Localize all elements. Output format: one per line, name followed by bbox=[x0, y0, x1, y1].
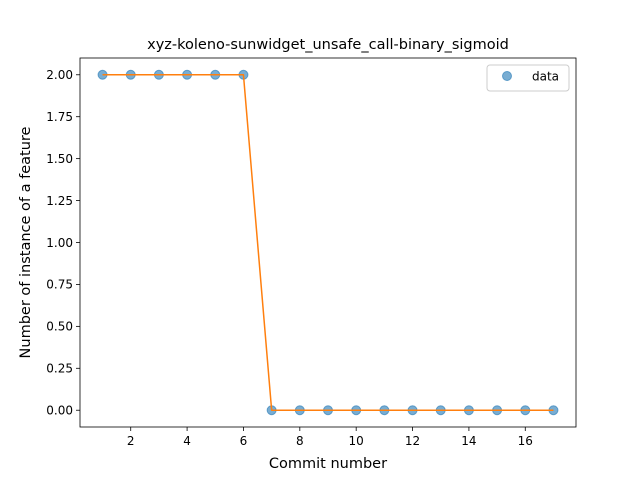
x-tick-label: 8 bbox=[296, 434, 304, 448]
y-tick-label: 1.50 bbox=[46, 152, 73, 166]
x-axis-label: Commit number bbox=[269, 456, 387, 472]
y-tick-label: 0.00 bbox=[46, 404, 73, 418]
chart-title: xyz-koleno-sunwidget_unsafe_call-binary_… bbox=[147, 37, 509, 53]
y-tick-label: 0.75 bbox=[46, 278, 73, 292]
legend: data bbox=[486, 64, 570, 92]
axis-ticks: 2 4 6 8 10 12 14 16 0.00 0.25 0.50 0.75 1.00 1.25 1.50… bbox=[46, 68, 533, 448]
y-tick-label: 0.50 bbox=[46, 320, 73, 334]
x-tick-label: 12 bbox=[405, 434, 420, 448]
y-tick-label: 1.75 bbox=[46, 110, 73, 124]
y-axis-label: Number of instance of a feature bbox=[18, 126, 34, 358]
x-tick-label: 4 bbox=[183, 434, 191, 448]
x-tick-label: 16 bbox=[518, 434, 533, 448]
y-tick-label: 0.25 bbox=[46, 362, 73, 376]
x-tick-label: 2 bbox=[127, 434, 135, 448]
series-line bbox=[102, 74, 554, 411]
legend-label-data: data bbox=[532, 70, 559, 84]
x-tick-label: 10 bbox=[349, 434, 364, 448]
y-tick-label: 1.00 bbox=[46, 236, 73, 250]
y-tick-label: 1.25 bbox=[46, 194, 73, 208]
x-tick-label: 14 bbox=[461, 434, 476, 448]
y-tick-label: 2.00 bbox=[46, 68, 73, 82]
plot-area bbox=[97, 69, 559, 416]
x-tick-label: 6 bbox=[240, 434, 248, 448]
legend-marker bbox=[502, 71, 512, 81]
